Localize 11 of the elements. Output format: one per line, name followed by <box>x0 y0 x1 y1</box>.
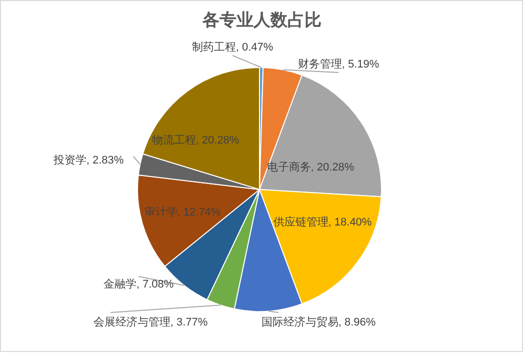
slice-label: 财务管理, 5.19% <box>298 58 380 70</box>
chart-title: 各专业人数占比 <box>202 10 322 30</box>
slice-label: 制药工程, 0.47% <box>192 40 274 54</box>
slice-label: 金融学, 7.08% <box>103 278 174 290</box>
slice-label: 审计学, 12.74% <box>144 206 221 218</box>
slice-label: 国际经济与贸易, 8.96% <box>261 316 376 328</box>
slice-label: 会展经济与管理, 3.77% <box>93 316 208 328</box>
slice-label: 物流工程, 20.28% <box>152 134 240 146</box>
slice-label: 投资学, 2.83% <box>52 154 124 166</box>
slice-label: 供应链管理, 18.40% <box>273 216 372 228</box>
slice-label: 电子商务, 20.28% <box>266 160 354 174</box>
